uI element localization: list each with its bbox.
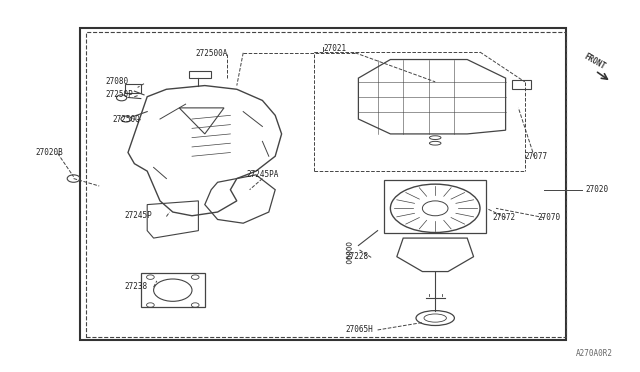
Text: 27228: 27228 [346, 252, 369, 261]
Text: 27245PA: 27245PA [246, 170, 279, 179]
Bar [189, 71, 211, 78]
Text: 27250Q: 27250Q [112, 115, 140, 124]
Bar [86, 32, 566, 337]
Text: 27021: 27021 [323, 44, 346, 53]
Bar [80, 28, 566, 340]
Text: 27245P: 27245P [125, 211, 152, 220]
Bar [512, 80, 531, 89]
Text: 27020: 27020 [586, 185, 609, 194]
Text: 27020B: 27020B [35, 148, 63, 157]
Text: 27250P: 27250P [106, 90, 133, 99]
Bar [125, 84, 141, 93]
Text: FRONT: FRONT [582, 51, 607, 71]
Text: 27238: 27238 [125, 282, 148, 291]
Bar [384, 180, 486, 232]
Text: 27065H: 27065H [346, 325, 373, 334]
Text: 27077: 27077 [525, 152, 548, 161]
Text: 27072: 27072 [493, 213, 516, 222]
Text: A270A0R2: A270A0R2 [576, 349, 613, 358]
Text: 27080: 27080 [106, 77, 129, 86]
Text: 272500A: 272500A [195, 49, 228, 58]
Text: 27070: 27070 [538, 213, 561, 222]
